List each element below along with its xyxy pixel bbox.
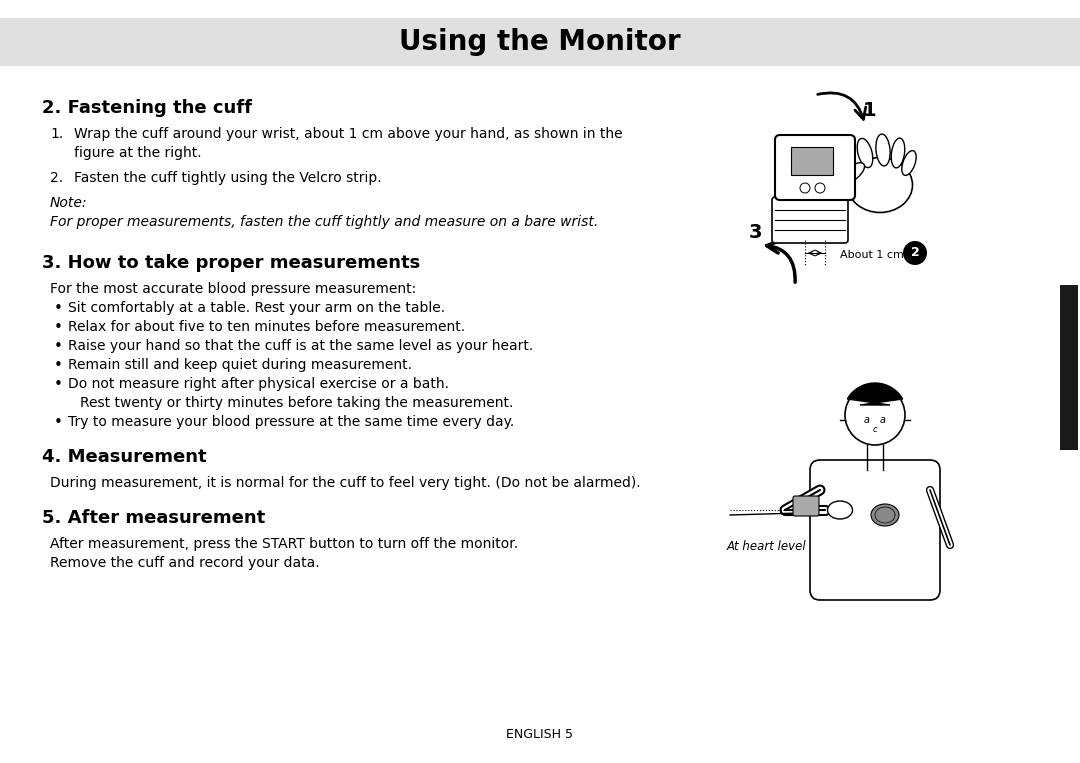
Text: During measurement, it is normal for the cuff to feel very tight. (Do not be ala: During measurement, it is normal for the… (50, 476, 640, 490)
Bar (1059, 285, 1078, 450)
Text: Using the Monitor: Using the Monitor (400, 28, 680, 56)
Text: At heart level: At heart level (727, 540, 807, 553)
Ellipse shape (827, 501, 852, 519)
FancyBboxPatch shape (791, 147, 833, 175)
Ellipse shape (891, 138, 905, 168)
Ellipse shape (858, 138, 873, 168)
Text: Sit comfortably at a table. Rest your arm on the table.: Sit comfortably at a table. Rest your ar… (68, 301, 445, 315)
Text: Wrap the cuff around your wrist, about 1 cm above your hand, as shown in the: Wrap the cuff around your wrist, about 1… (75, 127, 623, 141)
Text: Fasten the cuff tightly using the Velcro strip.: Fasten the cuff tightly using the Velcro… (75, 171, 381, 185)
Text: Remain still and keep quiet during measurement.: Remain still and keep quiet during measu… (68, 358, 411, 372)
Text: 2. Fastening the cuff: 2. Fastening the cuff (42, 99, 252, 117)
Text: Rest twenty or thirty minutes before taking the measurement.: Rest twenty or thirty minutes before tak… (80, 396, 513, 410)
FancyBboxPatch shape (775, 135, 855, 200)
Text: After measurement, press the START button to turn off the monitor.: After measurement, press the START butto… (50, 537, 518, 551)
Text: Raise your hand so that the cuff is at the same level as your heart.: Raise your hand so that the cuff is at t… (68, 339, 534, 353)
Text: •: • (54, 358, 63, 373)
Text: 4. Measurement: 4. Measurement (42, 448, 206, 466)
Ellipse shape (848, 157, 913, 213)
Text: 3: 3 (748, 224, 761, 243)
Text: a: a (864, 415, 870, 425)
Bar (0, 18, 1080, 66)
Text: •: • (54, 415, 63, 430)
Text: •: • (54, 320, 63, 335)
Text: Relax for about five to ten minutes before measurement.: Relax for about five to ten minutes befo… (68, 320, 465, 334)
Circle shape (815, 183, 825, 193)
Text: 2: 2 (910, 246, 919, 259)
Text: 5. After measurement: 5. After measurement (42, 509, 266, 527)
Text: 1: 1 (863, 101, 877, 120)
Text: a: a (880, 415, 886, 425)
FancyBboxPatch shape (772, 197, 848, 243)
Text: For proper measurements, fasten the cuff tightly and measure on a bare wrist.: For proper measurements, fasten the cuff… (50, 215, 598, 229)
Ellipse shape (902, 150, 916, 175)
Circle shape (800, 183, 810, 193)
Text: ENGLISH 5: ENGLISH 5 (507, 729, 573, 742)
Text: Try to measure your blood pressure at the same time every day.: Try to measure your blood pressure at th… (68, 415, 514, 429)
FancyBboxPatch shape (810, 460, 940, 600)
Text: figure at the right.: figure at the right. (75, 146, 202, 160)
Circle shape (903, 241, 927, 265)
FancyBboxPatch shape (793, 496, 819, 516)
Ellipse shape (841, 163, 864, 183)
Text: About 1 cm: About 1 cm (840, 250, 904, 260)
Polygon shape (848, 383, 903, 405)
Text: Note:: Note: (50, 196, 87, 210)
Text: For the most accurate blood pressure measurement:: For the most accurate blood pressure mea… (50, 282, 416, 296)
Text: Remove the cuff and record your data.: Remove the cuff and record your data. (50, 556, 320, 570)
Text: 1.: 1. (50, 127, 64, 141)
Text: 3. How to take proper measurements: 3. How to take proper measurements (42, 254, 420, 272)
Text: •: • (54, 301, 63, 316)
Text: •: • (54, 339, 63, 354)
Text: •: • (54, 377, 63, 392)
Text: Do not measure right after physical exercise or a bath.: Do not measure right after physical exer… (68, 377, 449, 391)
Ellipse shape (870, 504, 899, 526)
Text: c: c (873, 424, 877, 433)
Text: 2.: 2. (50, 171, 63, 185)
Ellipse shape (876, 134, 890, 166)
Circle shape (845, 385, 905, 445)
